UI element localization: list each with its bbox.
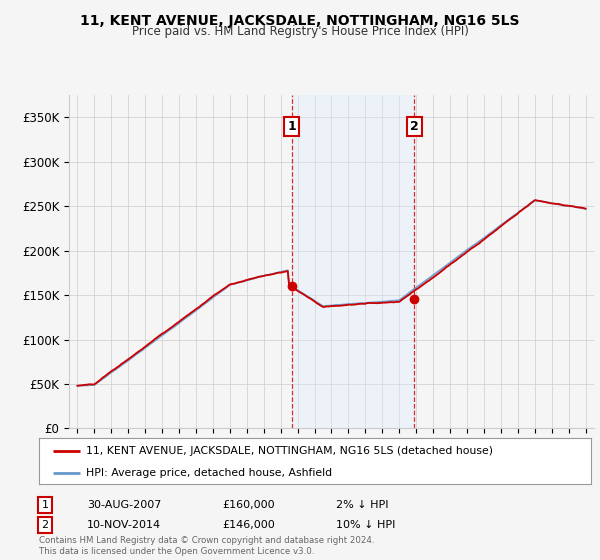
Text: 2: 2 [41,520,49,530]
Bar [292,95,414,428]
Text: £160,000: £160,000 [222,500,275,510]
Text: 10% ↓ HPI: 10% ↓ HPI [336,520,395,530]
Text: 11, KENT AVENUE, JACKSDALE, NOTTINGHAM, NG16 5LS: 11, KENT AVENUE, JACKSDALE, NOTTINGHAM, … [80,14,520,28]
Text: 10-NOV-2014: 10-NOV-2014 [87,520,161,530]
Text: Price paid vs. HM Land Registry's House Price Index (HPI): Price paid vs. HM Land Registry's House … [131,25,469,38]
Text: HPI: Average price, detached house, Ashfield: HPI: Average price, detached house, Ashf… [86,468,332,478]
Text: £146,000: £146,000 [222,520,275,530]
Text: Contains HM Land Registry data © Crown copyright and database right 2024.
This d: Contains HM Land Registry data © Crown c… [39,536,374,556]
Text: 1: 1 [41,500,49,510]
Text: 2% ↓ HPI: 2% ↓ HPI [336,500,389,510]
Text: 30-AUG-2007: 30-AUG-2007 [87,500,161,510]
Text: 2: 2 [410,120,418,133]
Text: 1: 1 [287,120,296,133]
Text: 11, KENT AVENUE, JACKSDALE, NOTTINGHAM, NG16 5LS (detached house): 11, KENT AVENUE, JACKSDALE, NOTTINGHAM, … [86,446,493,456]
